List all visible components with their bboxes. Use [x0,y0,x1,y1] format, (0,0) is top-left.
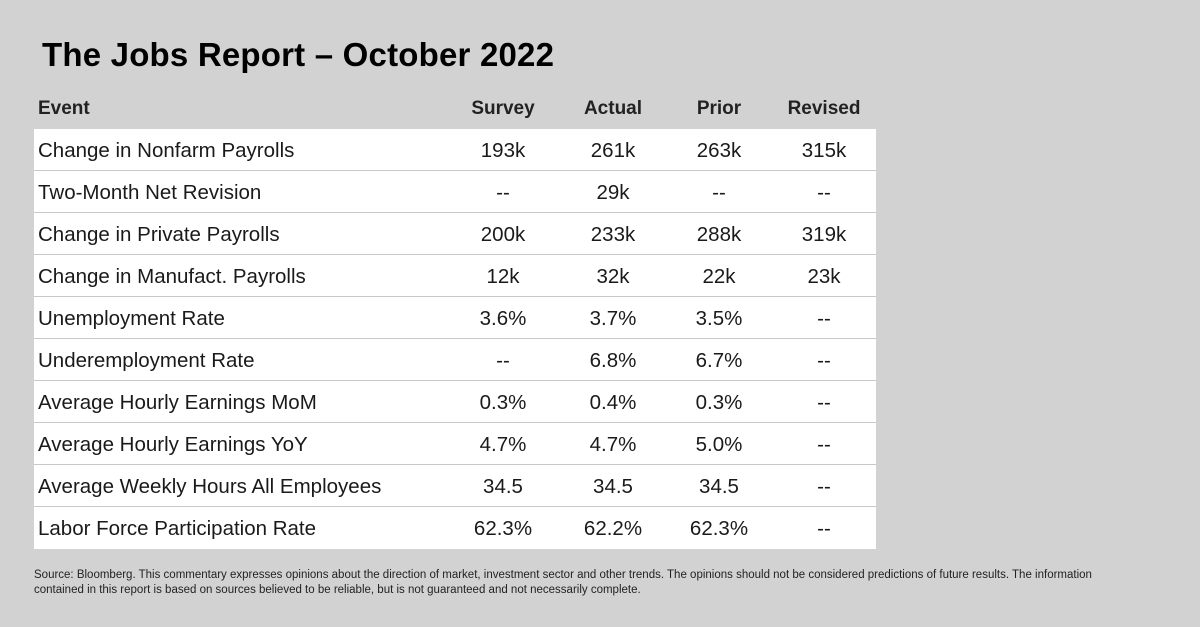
row-event: Two-Month Net Revision [38,181,262,204]
source-disclaimer: Source: Bloomberg. This commentary expre… [34,569,1092,596]
table-row: Two-Month Net Revision -- 29k -- -- [34,171,876,213]
row-survey: 62.3% [473,517,533,540]
row-actual: 32k [596,265,630,288]
row-survey: -- [496,349,510,372]
row-prior: 0.3% [695,391,743,414]
row-prior: 263k [696,139,742,162]
row-event: Change in Private Payrolls [38,223,280,246]
row-prior: 34.5 [699,475,739,498]
row-prior: 3.5% [695,307,743,330]
row-event: Change in Nonfarm Payrolls [38,139,295,162]
row-actual: 4.7% [589,433,637,456]
row-revised: -- [817,517,831,540]
table-row: Change in Manufact. Payrolls 12k 32k 22k… [34,255,876,297]
row-revised: -- [817,307,831,330]
row-event: Average Hourly Earnings YoY [38,433,308,456]
table-header: Event Survey Actual Prior Revised [34,96,876,124]
table-row: Change in Nonfarm Payrolls 193k 261k 263… [34,129,876,171]
row-event: Average Weekly Hours All Employees [38,475,382,498]
column-header-revised: Revised [787,98,861,119]
jobs-data-table: Change in Nonfarm Payrolls 193k 261k 263… [34,129,876,549]
row-prior: 22k [702,265,736,288]
row-revised: -- [817,181,831,204]
column-header-actual: Actual [583,98,643,119]
row-actual: 233k [590,223,636,246]
row-actual: 34.5 [593,475,633,498]
row-prior: -- [712,181,726,204]
table-row: Change in Private Payrolls 200k 233k 288… [34,213,876,255]
row-survey: 3.6% [479,307,527,330]
row-survey: 0.3% [479,391,527,414]
row-actual: 6.8% [589,349,637,372]
table-row: Average Hourly Earnings MoM 0.3% 0.4% 0.… [34,381,876,423]
row-event: Unemployment Rate [38,307,225,330]
row-revised: 315k [801,139,847,162]
row-actual: 29k [596,181,630,204]
row-actual: 3.7% [589,307,637,330]
row-event: Average Hourly Earnings MoM [38,391,317,414]
row-survey: 12k [486,265,520,288]
row-event: Labor Force Participation Rate [38,517,317,540]
row-revised: 23k [807,265,841,288]
row-survey: 34.5 [483,475,523,498]
column-header-prior: Prior [696,98,742,119]
table-row: Unemployment Rate 3.6% 3.7% 3.5% -- [34,297,876,339]
table-row: Average Hourly Earnings YoY 4.7% 4.7% 5.… [34,423,876,465]
row-survey: 200k [480,223,526,246]
row-survey: 193k [480,139,526,162]
table-row: Labor Force Participation Rate 62.3% 62.… [34,507,876,549]
row-actual: 62.2% [583,517,643,540]
row-revised: -- [817,475,831,498]
row-revised: -- [817,391,831,414]
row-prior: 62.3% [689,517,749,540]
row-survey: 4.7% [479,433,527,456]
row-prior: 5.0% [695,433,743,456]
column-header-survey: Survey [471,98,535,119]
row-actual: 261k [590,139,636,162]
row-revised: -- [817,349,831,372]
report-title: The Jobs Report – October 2022 [42,36,555,73]
row-prior: 6.7% [695,349,743,372]
row-actual: 0.4% [589,391,637,414]
row-prior: 288k [696,223,742,246]
row-revised: -- [817,433,831,456]
row-event: Underemployment Rate [38,349,255,372]
table-row: Underemployment Rate -- 6.8% 6.7% -- [34,339,876,381]
table-row: Average Weekly Hours All Employees 34.5 … [34,465,876,507]
row-revised: 319k [801,223,847,246]
column-header-event: Event [38,98,90,119]
row-event: Change in Manufact. Payrolls [38,265,306,288]
row-survey: -- [496,181,510,204]
